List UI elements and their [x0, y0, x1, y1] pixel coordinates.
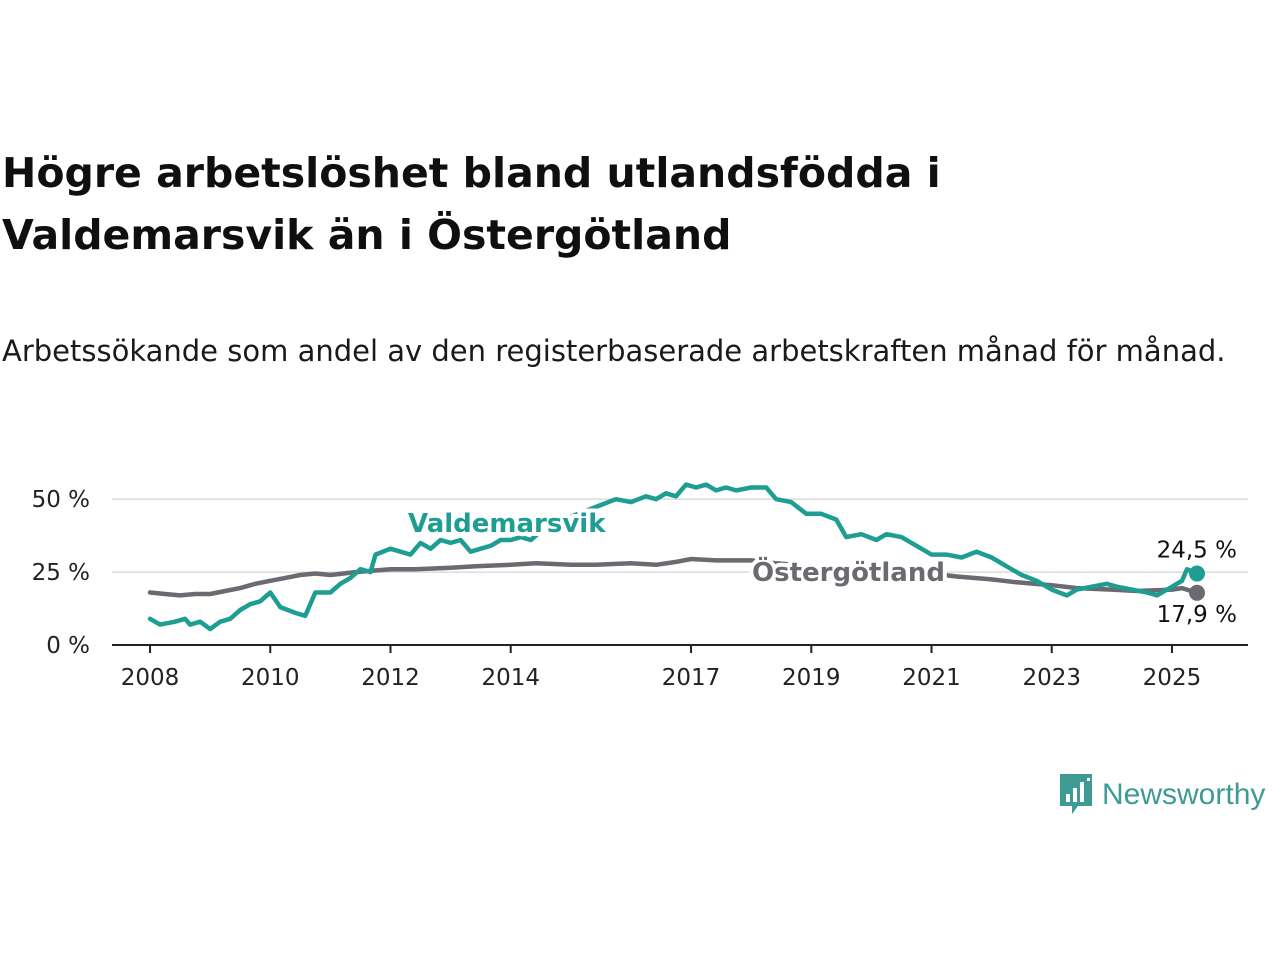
brand-name: Newsworthy: [1102, 778, 1266, 811]
newsworthy-logo: Newsworthy: [1058, 772, 1265, 818]
x-tick-label: 2021: [902, 665, 961, 691]
y-tick-label: 50 %: [32, 487, 90, 513]
end-value-valdemarsvik: 24,5 %: [1157, 538, 1237, 564]
x-tick-label: 2012: [361, 665, 420, 691]
series-label-valdemarsvik: Valdemarsvik: [408, 509, 606, 539]
end-point-ostergotland: [1189, 584, 1205, 601]
newsworthy-icon: [1060, 774, 1092, 814]
chart-title: Högre arbetslöshet bland utlandsfödda i …: [2, 149, 941, 259]
end-point-valdemarsvik: [1189, 565, 1205, 582]
y-tick-label: 0 %: [46, 633, 90, 659]
series-line-ostergotland: [147, 556, 1200, 598]
y-tick-label: 25 %: [32, 560, 90, 586]
x-tick-label: 2025: [1143, 665, 1202, 691]
x-tick-label: 2019: [782, 665, 841, 691]
x-tick-label: 2010: [241, 665, 300, 691]
line-chart: 0 % 25 % 50 % 2008 2010 2012 2014 2017 2019 2021…: [32, 482, 1248, 691]
end-value-ostergotland: 17,9 %: [1157, 602, 1237, 628]
gridlines: [112, 498, 1248, 573]
series-label-ostergotland: Östergötland: [752, 555, 945, 588]
series-lines: [147, 482, 1205, 632]
x-tick-label: 2008: [121, 665, 180, 691]
y-axis: 0 % 25 % 50 %: [32, 487, 90, 659]
chart-subtitle: Arbetssökande som andel av den registerb…: [2, 334, 1226, 368]
x-tick-label: 2017: [662, 665, 721, 691]
x-tick-label: 2014: [481, 665, 540, 691]
x-tick-label: 2023: [1022, 665, 1081, 691]
series-labels: Valdemarsvik Östergötland 24,5 % 17,9 %: [404, 505, 1237, 628]
x-axis: 2008 2010 2012 2014 2017 2019 2021 2023 2025: [112, 644, 1248, 691]
series-line-valdemarsvik: [147, 482, 1200, 632]
